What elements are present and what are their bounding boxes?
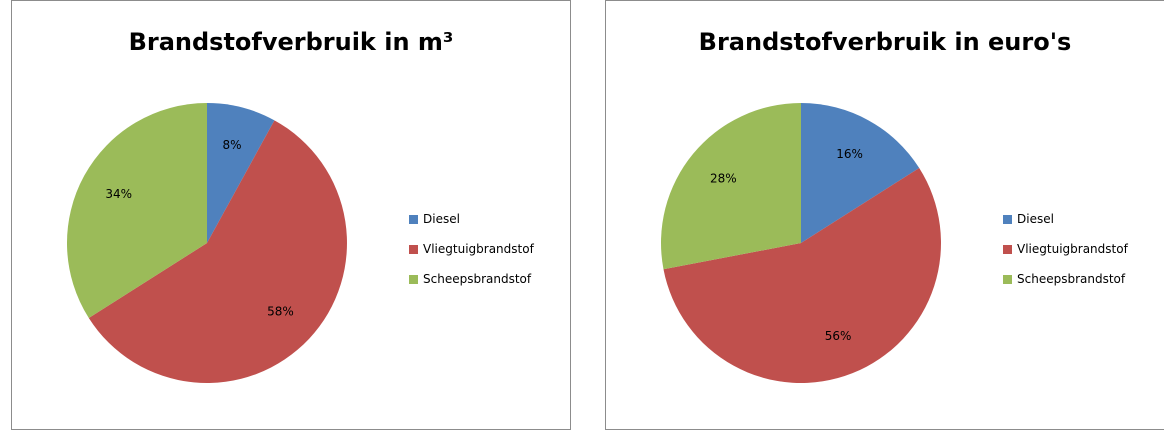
legend-label-vliegtuigbrandstof: Vliegtuigbrandstof [1017,242,1128,256]
legend-item-diesel: Diesel [1003,204,1128,234]
legend-swatch-vliegtuigbrandstof [1003,245,1012,254]
legend-label-diesel: Diesel [1017,212,1054,226]
chart-panel-volume: Brandstofverbruik in m³ 8% 58% 34% Diesel … [11,0,571,430]
legend-swatch-diesel [1003,215,1012,224]
data-label-scheepsbrandstof: 28% [710,171,737,185]
legend-label-scheepsbrandstof: Scheepsbrandstof [1017,272,1125,286]
data-label-diesel: 8% [223,138,242,152]
legend-swatch-vliegtuigbrandstof [409,245,418,254]
legend: Diesel Vliegtuigbrandstof Scheepsbrandst… [1003,204,1128,294]
legend-item-scheepsbrandstof: Scheepsbrandstof [1003,264,1128,294]
chart-panel-cost: Brandstofverbruik in euro's 16% 56% 28% Di… [605,0,1164,430]
legend: Diesel Vliegtuigbrandstof Scheepsbrandst… [409,204,534,294]
legend-swatch-diesel [409,215,418,224]
legend-item-diesel: Diesel [409,204,534,234]
legend-item-vliegtuigbrandstof: Vliegtuigbrandstof [1003,234,1128,264]
legend-swatch-scheepsbrandstof [1003,275,1012,284]
data-label-vliegtuigbrandstof: 56% [825,329,852,343]
legend-label-vliegtuigbrandstof: Vliegtuigbrandstof [423,242,534,256]
data-label-diesel: 16% [836,147,863,161]
legend-item-scheepsbrandstof: Scheepsbrandstof [409,264,534,294]
data-label-scheepsbrandstof: 34% [105,187,132,201]
legend-swatch-scheepsbrandstof [409,275,418,284]
legend-item-vliegtuigbrandstof: Vliegtuigbrandstof [409,234,534,264]
legend-label-scheepsbrandstof: Scheepsbrandstof [423,272,531,286]
pie-slice-scheepsbrandstof [661,103,801,269]
legend-label-diesel: Diesel [423,212,460,226]
data-label-vliegtuigbrandstof: 58% [267,305,294,319]
